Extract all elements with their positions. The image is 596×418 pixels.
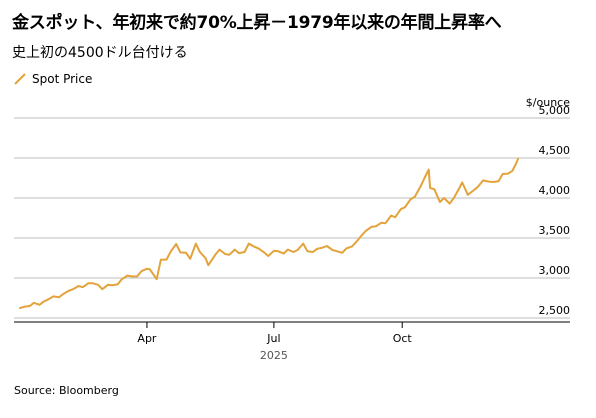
chart-subtitle: 史上初の4500ドル台付ける <box>12 45 188 61</box>
y-tick-label-5000: 5,000 <box>539 104 571 117</box>
y-axis-unit-label: $/ounce <box>526 96 570 109</box>
x-tick-label-jul: Jul <box>266 332 280 345</box>
x-tick-label-apr: Apr <box>137 332 157 345</box>
legend: Spot Price <box>14 72 92 86</box>
x-axis-year-label: 2025 <box>260 349 288 362</box>
chart-title: 金スポット、年初来で約70%上昇－1979年以来の年間上昇率へ <box>12 13 502 33</box>
x-tick-label-oct: Oct <box>393 332 413 345</box>
y-tick-label-2500: 2,500 <box>539 304 571 317</box>
y-tick-label-4000: 4,000 <box>539 184 571 197</box>
source-note: Source: Bloomberg <box>14 384 119 397</box>
series-line-spot-price <box>19 157 519 309</box>
y-tick-label-3000: 3,000 <box>539 264 571 277</box>
legend-label-spot-price: Spot Price <box>32 72 93 86</box>
y-tick-label-3500: 3,500 <box>539 224 571 237</box>
legend-swatch-icon <box>14 73 26 85</box>
y-tick-label-4500: 4,500 <box>539 144 571 157</box>
